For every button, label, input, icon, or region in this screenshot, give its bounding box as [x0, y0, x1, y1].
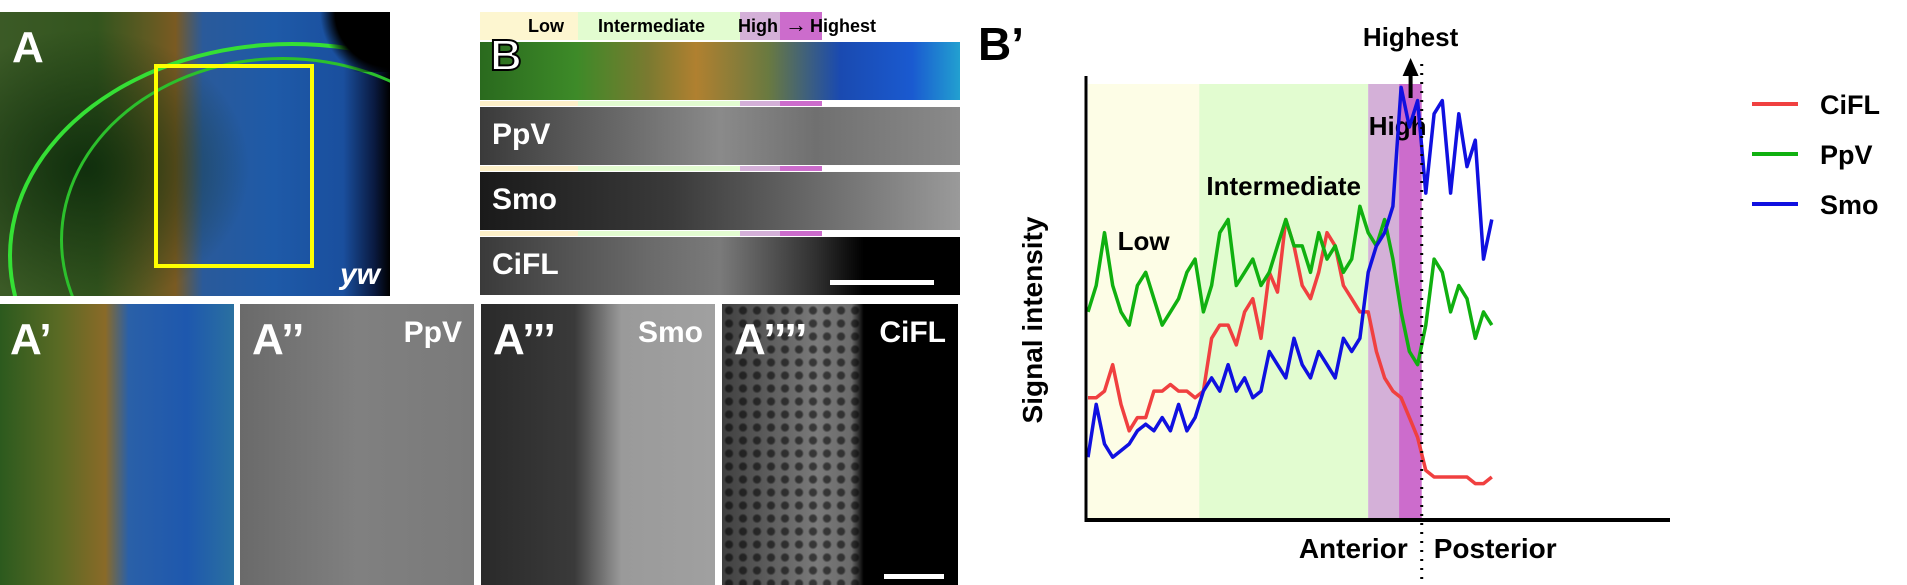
- channel-label-smo: Smo: [637, 316, 703, 349]
- panel-label-a3: A’’’: [493, 315, 556, 364]
- series-lines: [1086, 85, 1494, 486]
- cifl-texture: [722, 304, 867, 585]
- zone-label-intermediate: Intermediate: [598, 16, 706, 36]
- zone-low: [480, 12, 578, 40]
- zone-high: [740, 12, 780, 40]
- x-label-posterior: Posterior: [1434, 533, 1557, 564]
- region-of-interest-box: [154, 64, 314, 268]
- strip-label-cifl: CiFL: [492, 248, 559, 281]
- zone-highest: [1399, 84, 1422, 520]
- background-region: [310, 12, 390, 72]
- panel-label-a4: A’’’’: [734, 315, 808, 364]
- zone-divider: [480, 231, 960, 236]
- zone-intermediate: [1199, 84, 1369, 520]
- zone-divider: [480, 166, 960, 171]
- zone-label-highest: Highest: [810, 16, 877, 36]
- strip-cifl: [480, 237, 960, 295]
- panel-label-b: B: [489, 31, 523, 80]
- strip-label-smo: Smo: [492, 183, 558, 216]
- series-line-smo: [1086, 85, 1494, 459]
- channel-label-ppv: PpV: [403, 316, 462, 349]
- strip-label-ppv: PpV: [492, 118, 551, 151]
- strip-smo: [480, 172, 960, 230]
- strip-ppv: [480, 107, 960, 165]
- arrow-icon: →: [785, 12, 807, 37]
- zone-label-high: High: [738, 16, 778, 36]
- zone-header-bar: [480, 12, 960, 40]
- zone-divider: [480, 101, 960, 106]
- zone-label-low: Low: [528, 16, 564, 36]
- y-axis-label: Signal intensity: [1017, 216, 1048, 423]
- x-label-anterior: Anterior: [1299, 533, 1408, 564]
- panel-a-wing-disc: A yw: [0, 12, 390, 296]
- panel-a4-cifl: A’’’’ CiFL: [722, 304, 958, 585]
- zone-intermediate: [578, 12, 740, 40]
- arrow-head: [1402, 58, 1419, 76]
- genotype-label: yw: [340, 258, 381, 291]
- panel-label-a1: A’: [10, 315, 52, 364]
- panel-label-a2: A’’: [252, 315, 305, 364]
- up-arrow-icon: [1402, 58, 1419, 98]
- zone-label-intermediate: Intermediate: [1206, 171, 1361, 201]
- panel-a1-merge: A’: [0, 304, 234, 585]
- panel-b-strips: Low Intermediate High → Highest B PpV Sm…: [480, 12, 960, 298]
- zone-highest: [780, 12, 822, 40]
- scale-bar: [830, 280, 934, 285]
- zone-label-low: Low: [1118, 226, 1171, 256]
- zone-low: [1088, 84, 1200, 520]
- panel-a3-smo: A’’’ Smo: [481, 304, 715, 585]
- panel-label-a: A: [12, 23, 44, 72]
- highest-annotation: Highest: [1363, 22, 1459, 52]
- strip-merge: [480, 42, 960, 100]
- channel-label-cifl: CiFL: [879, 316, 946, 349]
- chart-panel-label: B’: [978, 18, 1024, 70]
- legend: CiFL PpV Smo: [1752, 90, 1880, 220]
- legend-label-ppv: PpV: [1820, 140, 1873, 170]
- panel-a2-ppv: A’’ PpV: [240, 304, 474, 585]
- scale-bar: [884, 574, 944, 579]
- zone-high: [1368, 84, 1400, 520]
- legend-label-smo: Smo: [1820, 190, 1879, 220]
- series-line-ppv: [1086, 204, 1494, 367]
- legend-label-cifl: CiFL: [1820, 90, 1880, 120]
